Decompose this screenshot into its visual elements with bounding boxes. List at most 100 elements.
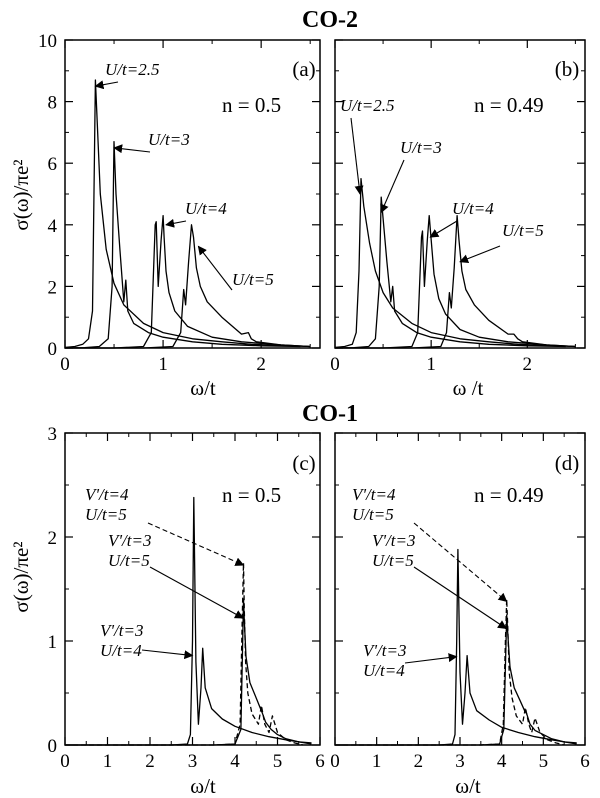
x-tick-label: 6	[315, 751, 325, 772]
annotation-arrow	[459, 245, 501, 263]
x-tick-label: 5	[539, 751, 549, 772]
series-line-3	[335, 598, 565, 746]
annotation-arrow	[94, 80, 119, 90]
annotation-b-3: U/t=4	[452, 199, 494, 218]
y-tick-label: 1	[48, 632, 58, 653]
x-tick-label: 3	[455, 751, 465, 772]
xlabel-a: ω/t	[190, 376, 216, 400]
ylabel-top: σ(ω)/πe²	[9, 159, 33, 230]
panel-label-d: (d)	[555, 451, 580, 475]
y-tick-label: 10	[38, 31, 57, 52]
series-line-1	[64, 79, 311, 349]
n-label-b: n = 0.49	[474, 93, 544, 117]
x-tick-label: 2	[523, 354, 533, 375]
panel-label-b: (b)	[555, 57, 580, 81]
x-tick-label: 4	[497, 751, 507, 772]
xlabel-c: ω/t	[190, 774, 216, 798]
annotation-a-1: U/t=2.5	[105, 60, 159, 79]
annotation-arrow	[380, 159, 405, 214]
xlabel-d: ω/t	[455, 774, 481, 798]
x-tick-label: 1	[158, 354, 168, 375]
x-tick-label: 2	[414, 751, 424, 772]
series-line-2	[334, 196, 566, 349]
annotation-a-2: U/t=3	[148, 130, 190, 149]
x-tick-label: 2	[256, 354, 266, 375]
annotation-c-2b: U/t=5	[108, 551, 150, 570]
annotation-arrow	[404, 653, 458, 664]
annotation-b-1: U/t=2.5	[340, 96, 394, 115]
y-tick-label: 8	[48, 93, 58, 114]
x-tick-label: 5	[273, 751, 283, 772]
annotation-b-4: U/t=5	[502, 221, 544, 240]
x-tick-label: 0	[330, 751, 340, 772]
series-line-2	[335, 614, 577, 746]
annotation-arrow	[147, 522, 245, 566]
annotation-d-2a: V'/t=3	[372, 531, 415, 550]
x-tick-label: 4	[230, 751, 240, 772]
annotation-c-3a: V'/t=3	[100, 621, 143, 640]
ylabel-bottom: σ(ω)/πe²	[9, 541, 33, 612]
annotation-d-2b: U/t=5	[372, 551, 414, 570]
annotation-a-3: U/t=4	[185, 199, 227, 218]
annotation-arrow	[413, 522, 508, 603]
annotation-a-4: U/t=5	[232, 270, 274, 289]
annotation-arrow	[197, 245, 233, 291]
annotation-c-1b: U/t=5	[85, 505, 127, 524]
series-line-2	[64, 140, 301, 349]
y-tick-label: 6	[48, 154, 58, 175]
x-tick-label: 0	[60, 751, 70, 772]
series-line-3	[335, 214, 576, 349]
x-tick-label: 3	[188, 751, 198, 772]
group-title-co2: CO-2	[302, 7, 358, 33]
series-line-1	[65, 496, 312, 746]
annotation-c-1a: V'/t=4	[85, 485, 129, 504]
panel-label-c: (c)	[292, 451, 315, 475]
x-tick-label: 1	[103, 751, 113, 772]
annotation-c-3b: U/t=4	[100, 641, 142, 660]
y-tick-label: 2	[48, 277, 58, 298]
annotation-arrow	[429, 220, 458, 238]
panel-b: 0 1 2	[330, 39, 586, 375]
annotation-d-1a: V'/t=4	[352, 485, 396, 504]
series-line-2	[65, 598, 312, 746]
x-tick-label: 0	[330, 354, 340, 375]
panel-d: 0 1 2 3 4 5 6	[330, 432, 590, 772]
y-tick-label: 0	[48, 736, 58, 757]
y-tick-label: 2	[48, 528, 58, 549]
plot-frame	[64, 39, 321, 349]
plot-frame	[334, 432, 586, 746]
group-title-co1: CO-1	[302, 401, 358, 427]
y-tick-label: 3	[48, 424, 58, 445]
x-tick-label: 1	[372, 751, 382, 772]
n-label-c: n = 0.5	[222, 483, 281, 507]
panel-a: 0 1 2 0 2 4 6 8 10	[38, 31, 321, 375]
series-line-3	[65, 562, 304, 746]
annotation-arrow	[141, 649, 194, 660]
panel-label-a: (a)	[292, 57, 315, 81]
x-tick-label: 2	[145, 751, 155, 772]
n-label-d: n = 0.49	[474, 483, 544, 507]
annotation-arrow	[113, 144, 151, 154]
annotation-arrow	[413, 566, 507, 630]
x-tick-label: 6	[580, 751, 590, 772]
annotation-d-3a: V'/t=3	[363, 641, 406, 660]
annotation-b-2: U/t=3	[400, 138, 442, 157]
series-line-4	[335, 214, 576, 349]
annotation-d-1b: U/t=5	[352, 505, 394, 524]
x-tick-label: 1	[426, 354, 436, 375]
xlabel-b: ω /t	[453, 376, 484, 400]
plot-frame	[334, 39, 586, 349]
series-line-1	[335, 548, 577, 746]
y-tick-label: 0	[48, 339, 58, 360]
annotation-c-2a: V'/t=3	[108, 531, 151, 550]
annotation-arrow	[165, 218, 187, 228]
panel-c: 0 1 2 3 4 5 6 0 1 2 3	[48, 424, 325, 772]
series-line-3	[65, 214, 311, 349]
n-label-a: n = 0.5	[222, 93, 281, 117]
annotation-d-3b: U/t=4	[363, 661, 405, 680]
annotation-arrow	[149, 566, 244, 619]
annotation-arrow	[350, 117, 364, 195]
x-tick-label: 0	[60, 354, 70, 375]
y-tick-label: 4	[48, 216, 58, 237]
